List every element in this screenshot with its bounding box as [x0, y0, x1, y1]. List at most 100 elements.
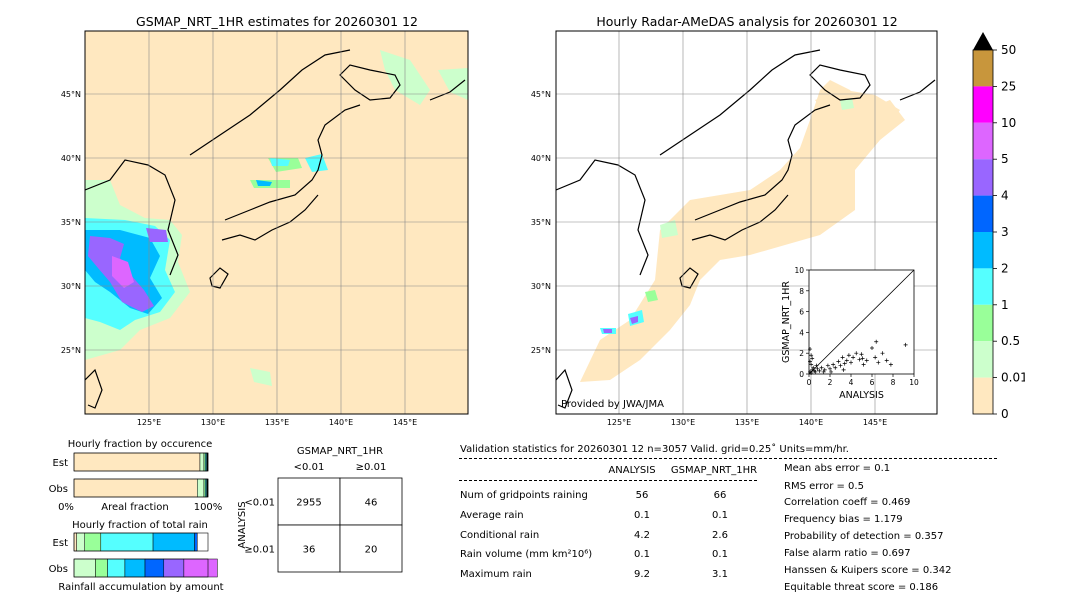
scatter-point: [808, 347, 813, 352]
colorbar-label: 0: [1001, 407, 1009, 420]
total-rain-x-label: Rainfall accumulation by amount: [58, 582, 223, 593]
stat-gsmap: 66: [713, 490, 727, 501]
colorbar: 50 25 10 5 4 3 2 1 0.5 0.01 0: [972, 32, 1025, 420]
scatter-point: [857, 357, 862, 362]
right-lon-labels: 125°E 130°E 135°E 140°E 145°E: [607, 418, 887, 427]
colorbar-label: 4: [1001, 189, 1009, 203]
table-cell-value: 46: [365, 498, 378, 509]
scatter-point: [809, 362, 814, 367]
left-gridlines: [85, 31, 468, 414]
scatter-point: [822, 367, 827, 372]
scatter-x-tick-label: 6: [870, 378, 875, 387]
total-rain-bar-segment: [124, 558, 146, 578]
table-row-label: <0.01: [244, 498, 275, 509]
stat-label: Conditional rain: [460, 530, 540, 541]
coastlines: [85, 49, 466, 409]
scatter-inset: 0 2 4 6 8 10 0 2 4 6 8 10 ANALYSIS GSMAP_NRT_1HR: [781, 266, 919, 401]
score-line: RMS error = 0.5: [784, 481, 864, 492]
scatter-point: [808, 359, 813, 364]
scatter-x-tick-label: 10: [909, 378, 919, 387]
scatter-point: [809, 353, 814, 358]
colorbar-segment: [973, 377, 993, 414]
scatter-point: [833, 365, 838, 370]
lon-tick: 140°E: [799, 418, 823, 427]
scatter-point: [842, 361, 847, 366]
colorbar-label: 50: [1001, 43, 1016, 57]
scatter-point: [838, 363, 843, 368]
lon-tick: 130°E: [671, 418, 695, 427]
data-credit: Provided by JWA/JMA: [561, 399, 664, 410]
radar-rain-a: [840, 98, 854, 110]
fraction-bars: Hourly fraction by occurence Est Obs 0% 100%…: [49, 439, 224, 593]
colorbar-label: 2: [1001, 261, 1009, 275]
scatter-point: [809, 370, 814, 375]
col-analysis: ANALYSIS: [608, 465, 656, 476]
table-cell-value: 2955: [296, 498, 321, 509]
scatter-y-tick-label: 2: [799, 349, 804, 358]
total-rain-bar-segment: [100, 532, 154, 552]
lon-tick: 125°E: [607, 418, 631, 427]
lat-tick: 25°N: [61, 346, 81, 355]
scatter-y-tick-label: 0: [799, 370, 804, 379]
total-rain-bar-category: Obs: [49, 564, 68, 575]
occurrence-bar-category: Est: [53, 458, 69, 469]
stats-header: Validation statistics for 20260301 12 n=…: [460, 444, 849, 455]
scatter-y-tick-label: 8: [799, 287, 804, 296]
stat-analysis: 0.1: [634, 549, 650, 560]
radar-coverage: [580, 80, 905, 382]
stat-gsmap: 3.1: [712, 569, 728, 580]
stat-gsmap: 0.1: [712, 510, 728, 521]
colorbar-segment: [973, 268, 993, 305]
total-rain-bar-frame: [73, 532, 209, 552]
stat-label: Num of gridpoints raining: [460, 490, 588, 501]
total-rain-bar-category: Est: [53, 538, 69, 549]
colorbar-segment: [973, 50, 993, 87]
scatter-point: [873, 355, 878, 360]
rain-area-5mm-b: [146, 228, 168, 242]
table-cell: [277, 524, 341, 573]
scatter-point: [888, 362, 893, 367]
coastlines: [556, 49, 936, 409]
scatter-point: [880, 351, 885, 356]
table-col-label: <0.01: [294, 462, 325, 473]
total-rain-bar-segment: [183, 558, 218, 578]
left-map: 45°N 40°N 35°N 30°N 25°N 125°E 130°E 135…: [61, 30, 469, 427]
occurrence-bar-segment: [73, 452, 201, 472]
occurrence-bar-category: Obs: [49, 484, 68, 495]
lat-tick: 45°N: [531, 90, 551, 99]
colorbar-segment: [973, 304, 993, 342]
lat-tick: 30°N: [61, 282, 81, 291]
total-rain-bar-segment: [163, 558, 185, 578]
score-line: Equitable threat score = 0.186: [784, 582, 939, 593]
colorbar-segment: [973, 341, 993, 378]
occurrence-x-tick: 0%: [58, 502, 74, 513]
scatter-point: [874, 339, 879, 344]
scatter-x-tick-label: 0: [807, 378, 812, 387]
stat-label: Rain volume (mm km²10⁶): [460, 549, 593, 560]
scatter-diagonal: [808, 269, 915, 375]
total-rain-bar-segment: [194, 532, 198, 552]
score-line: Probability of detection = 0.357: [784, 531, 944, 542]
table-cell: [339, 477, 403, 526]
occurrence-x-label: Areal fraction: [101, 502, 168, 513]
lon-tick: 140°E: [329, 418, 353, 427]
scatter-point: [828, 366, 832, 371]
colorbar-label: 0.5: [1001, 334, 1020, 348]
scatter-point: [819, 365, 824, 370]
scatter-point: [884, 358, 889, 363]
table-row-label: ≥0.01: [244, 545, 275, 556]
total-rain-bar-segment: [95, 558, 108, 578]
scatter-point: [810, 367, 815, 372]
total-rain-bar-segment: [84, 532, 102, 552]
colorbar-segment: [973, 232, 993, 269]
occurrence-bar-segment: [199, 452, 205, 472]
table-title: GSMAP_NRT_1HR: [297, 446, 383, 457]
lat-tick: 40°N: [531, 154, 551, 163]
lat-tick: 45°N: [61, 90, 81, 99]
occurrence-title: Hourly fraction by occurence: [68, 439, 212, 450]
right-lat-labels: 45°N 40°N 35°N 30°N 25°N: [531, 90, 551, 355]
rain-area-10mm: [112, 256, 134, 288]
score-line: Hanssen & Kuipers score = 0.342: [784, 565, 952, 576]
scatter-point: [836, 359, 841, 364]
scatter-point: [854, 351, 859, 356]
